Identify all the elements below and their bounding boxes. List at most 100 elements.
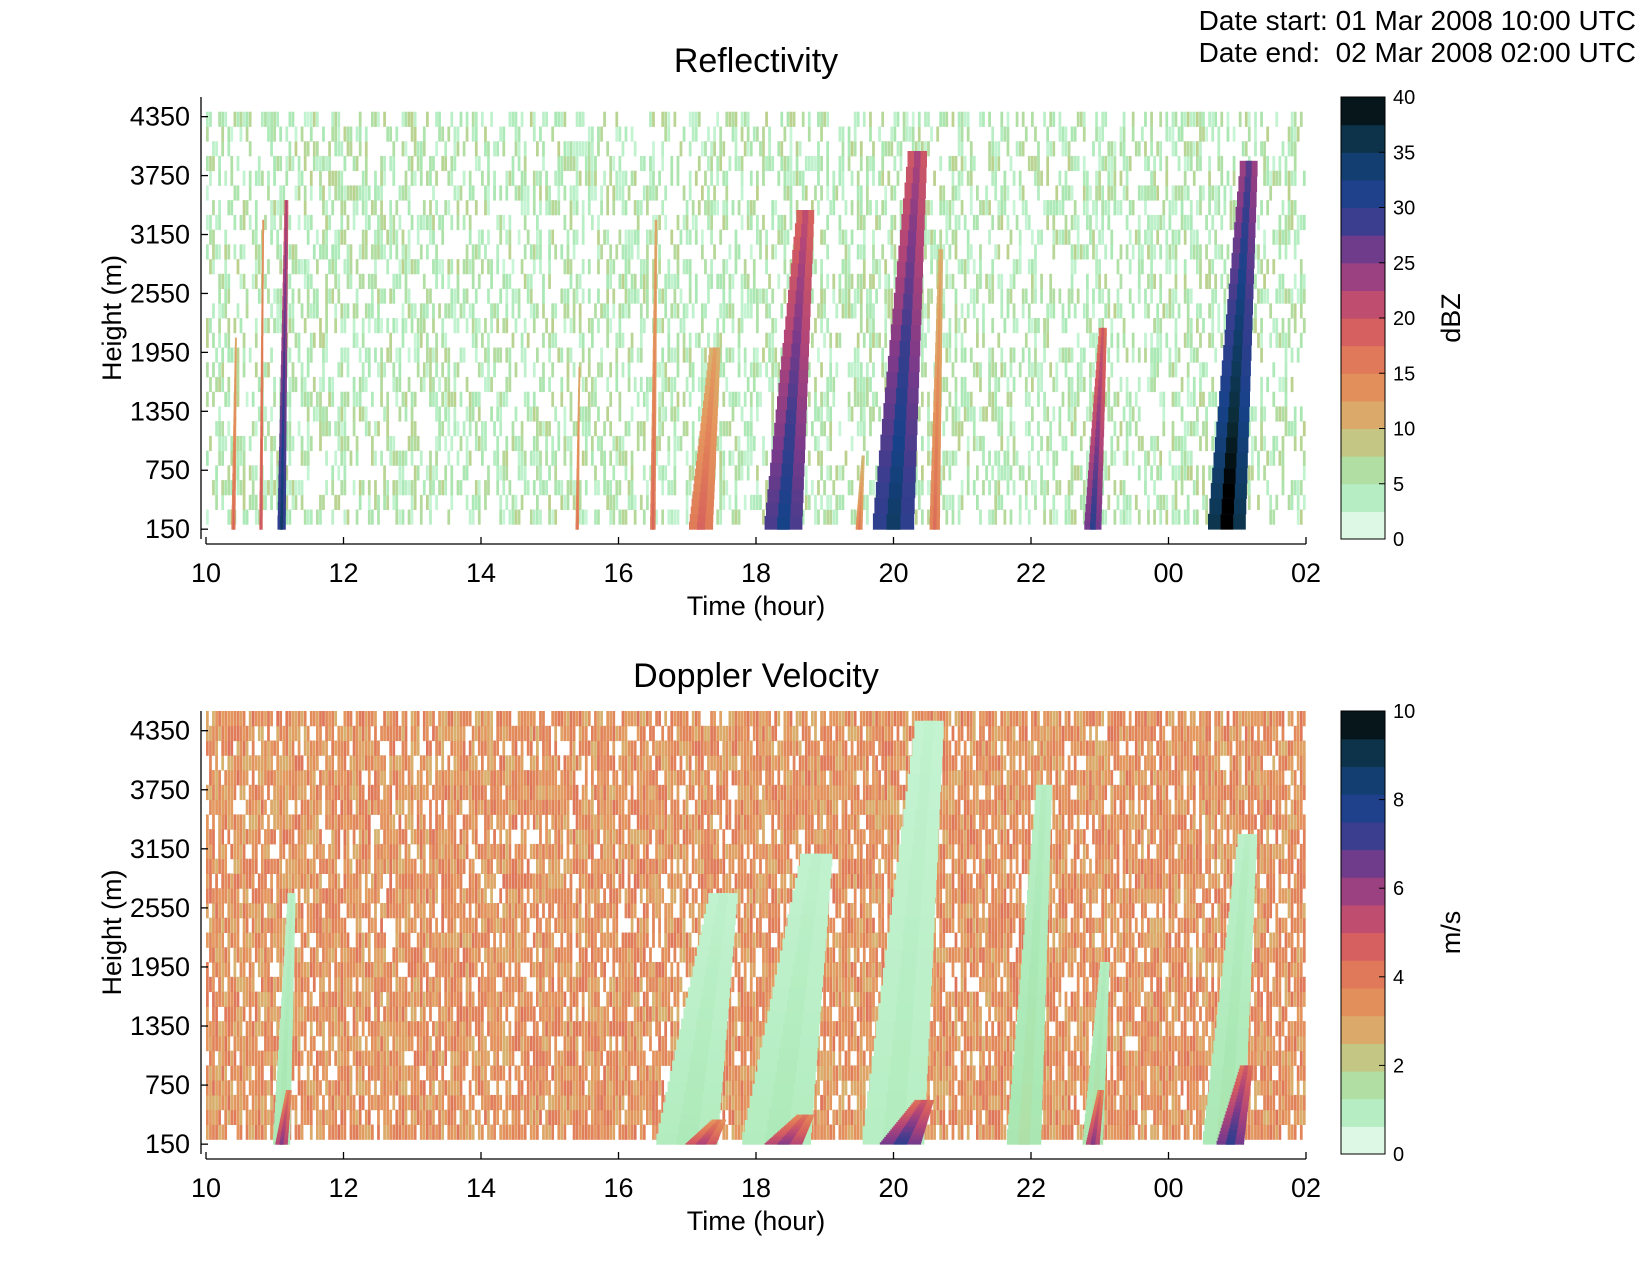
precip-core: [934, 447, 938, 460]
precip-core: [260, 451, 262, 466]
x-tick-label: 20: [878, 558, 908, 588]
precip-core: [938, 319, 941, 332]
precip-core: [922, 738, 933, 757]
precip-core: [695, 1143, 707, 1145]
precip-core: [802, 1114, 809, 1117]
precip-core: [1098, 1094, 1102, 1098]
precip-core: [282, 405, 285, 420]
precip-feature: [1006, 784, 1053, 1145]
precip-core: [262, 245, 264, 259]
precip-core: [1230, 1121, 1239, 1125]
precip-core: [860, 492, 862, 496]
precip-core: [1096, 1105, 1100, 1109]
precip-core: [1229, 391, 1240, 407]
y-tick-label: 3150: [130, 220, 190, 250]
precip-core: [787, 999, 805, 1012]
precip-core: [1223, 467, 1236, 484]
precip-core: [234, 393, 236, 402]
precip-core: [769, 1107, 791, 1121]
precip-core: [1226, 1137, 1236, 1142]
precip-core: [862, 455, 864, 460]
precip-core: [235, 361, 237, 371]
precip-core: [1093, 1126, 1098, 1129]
colorbar-segment: [1341, 1126, 1385, 1155]
precip-core: [1235, 299, 1245, 315]
precip-core: [1029, 964, 1038, 980]
colorbar-label: dBZ: [1436, 293, 1466, 343]
precip-core: [709, 945, 722, 957]
precip-core: [1092, 1132, 1097, 1136]
precip-core: [654, 335, 656, 350]
precip-core: [282, 1123, 286, 1127]
precip-core: [1093, 1083, 1100, 1092]
precip-core: [260, 477, 262, 491]
precip-core: [711, 1124, 718, 1127]
precip-core: [777, 515, 790, 530]
precip-core: [578, 427, 580, 436]
precip-core: [284, 1110, 288, 1114]
colorbar-segment: [1341, 235, 1385, 264]
precip-core: [888, 1073, 908, 1092]
precip-core: [676, 1133, 698, 1145]
precip-core: [705, 430, 712, 439]
precip-core: [1094, 445, 1099, 455]
precip-core: [1228, 1002, 1240, 1016]
precip-core: [685, 1081, 705, 1093]
precip-core: [891, 450, 904, 467]
precip-core: [1234, 314, 1244, 331]
precip-core: [1038, 829, 1045, 846]
precip-core: [285, 241, 287, 256]
precip-core: [1092, 478, 1098, 488]
colorbar-tick-label: 0: [1393, 529, 1404, 551]
y-tick-label: 3750: [130, 775, 190, 805]
precip-core: [800, 236, 807, 251]
colorbar-segment: [1341, 152, 1385, 181]
colorbar-tick-label: 2: [1393, 1055, 1404, 1077]
precip-core: [1227, 1014, 1239, 1029]
precip-core: [778, 1141, 791, 1144]
precip-core: [1220, 513, 1234, 530]
precip-core: [936, 377, 940, 390]
precip-core: [234, 441, 236, 450]
precip-core: [262, 219, 264, 234]
colorbar-tick-label: 8: [1393, 790, 1404, 812]
precip-core: [261, 348, 263, 363]
colorbar-tick-label: 35: [1393, 142, 1415, 164]
precip-core: [897, 985, 915, 1004]
precip-core: [1095, 436, 1100, 446]
precip-core: [897, 371, 909, 388]
precip-core: [1093, 1128, 1097, 1132]
precip-core: [283, 1117, 287, 1120]
precip-core: [283, 309, 286, 324]
precip-core: [795, 289, 804, 304]
precip-core: [1096, 1108, 1100, 1111]
colorbar-segment: [1341, 904, 1385, 934]
chart-panel-2: 10 12 14 16 18 20 22 00 021507501350195025503150…: [97, 657, 1466, 1236]
precip-core: [1241, 859, 1249, 874]
precip-core: [281, 460, 284, 475]
precip-core: [698, 1008, 714, 1020]
precip-core: [800, 914, 815, 927]
precip-core: [652, 477, 655, 491]
precip-core: [779, 1140, 792, 1143]
precip-feature: [1216, 1065, 1253, 1145]
precip-core: [899, 340, 910, 357]
precip-core: [261, 374, 263, 388]
precip-core: [654, 322, 656, 337]
precip-core: [280, 501, 284, 516]
precip-core: [281, 446, 284, 462]
precip-core: [1097, 1037, 1102, 1046]
precip-core: [578, 387, 580, 395]
precip-core: [233, 465, 235, 474]
precip-core: [235, 345, 237, 355]
precip-core: [1238, 268, 1247, 285]
precip-core: [279, 1141, 284, 1145]
colorbar-segment: [1341, 345, 1385, 374]
precip-core: [281, 1128, 286, 1132]
precip-core: [707, 1129, 715, 1132]
precip-core: [1236, 911, 1246, 925]
precip-core: [801, 1115, 808, 1118]
precip-core: [703, 453, 710, 462]
precip-core: [232, 521, 235, 530]
precip-core: [1101, 977, 1106, 986]
